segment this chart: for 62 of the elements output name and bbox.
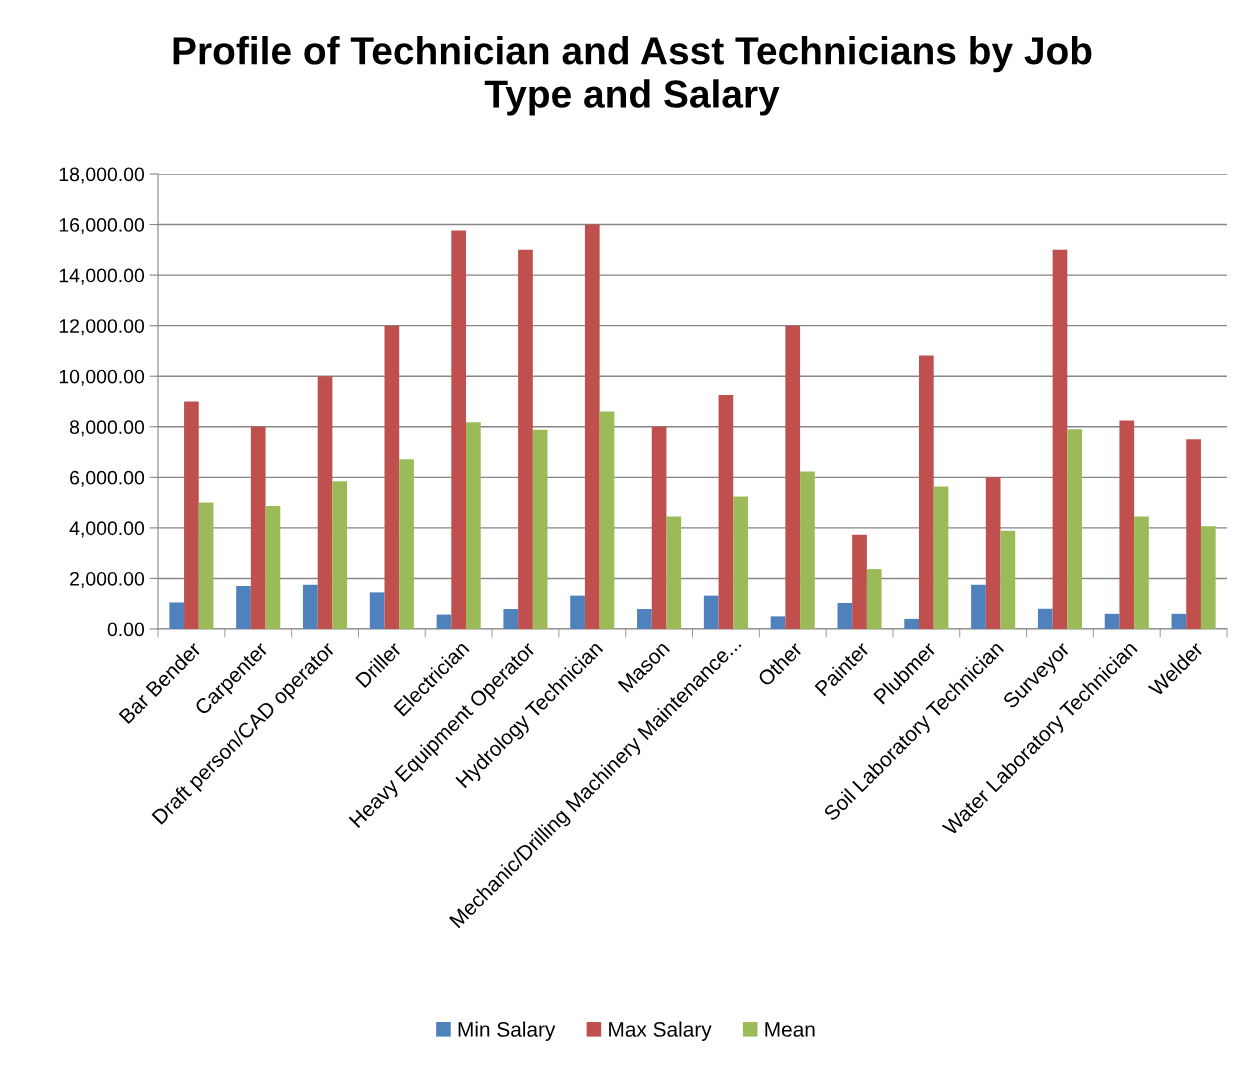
bar [651,426,667,629]
bar [584,224,600,629]
bar [436,614,452,629]
bar [1200,526,1216,629]
bar [466,422,481,629]
bar [971,584,986,629]
bar [985,477,1001,629]
y-tick-label: 4,000.00 [69,521,145,538]
bar [317,376,333,629]
y-tick-label: 2,000.00 [70,571,145,588]
y-tick-label: 8,000.00 [69,420,145,437]
bar [770,616,786,629]
bar [1104,613,1120,629]
bar [369,592,385,629]
y-tick-label: 14,000.00 [59,268,145,285]
bar [332,481,348,629]
bar [1037,608,1053,629]
bar [852,534,867,629]
bar [837,602,853,629]
bar [265,505,281,629]
y-tick-label: 18,000.00 [59,167,145,184]
bar [1134,516,1149,629]
bar [451,230,467,629]
chart-title: Profile of Technician and Asst Technicians by Job Type and Salary [173,36,1092,116]
bar [518,249,533,629]
bar [599,411,615,629]
bar [1171,613,1187,629]
bar [169,602,185,629]
bar [703,595,719,629]
bar [666,516,682,629]
bar [733,496,748,629]
bar [570,595,585,629]
bar [198,502,214,629]
y-tick-label: 12,000.00 [59,319,145,336]
bar [1067,429,1083,629]
bar [184,401,199,629]
y-tick-label: 0.00 [107,622,145,637]
bar [503,609,519,629]
bar [918,355,934,629]
y-tick-label: 16,000.00 [59,218,145,235]
bar [302,584,318,629]
bar [532,429,548,629]
y-tick-label: 6,000.00 [70,470,145,487]
bar [1186,439,1201,629]
bar [637,609,652,629]
legend-label: Min Salary [458,1021,556,1041]
bar [1052,249,1068,629]
bar [800,471,815,629]
bar [785,325,801,629]
bar [933,486,949,629]
bar [1000,530,1016,629]
legend-label: Mean [765,1022,815,1037]
bar [236,586,251,629]
bar [1119,420,1135,629]
bar [866,569,882,629]
bar [250,426,266,629]
y-tick-label: 10,000.00 [59,369,145,386]
bar [718,394,734,629]
bar [399,459,414,629]
legend-label: Max Salary [609,1021,712,1041]
bar [904,618,919,629]
bar [384,325,400,629]
